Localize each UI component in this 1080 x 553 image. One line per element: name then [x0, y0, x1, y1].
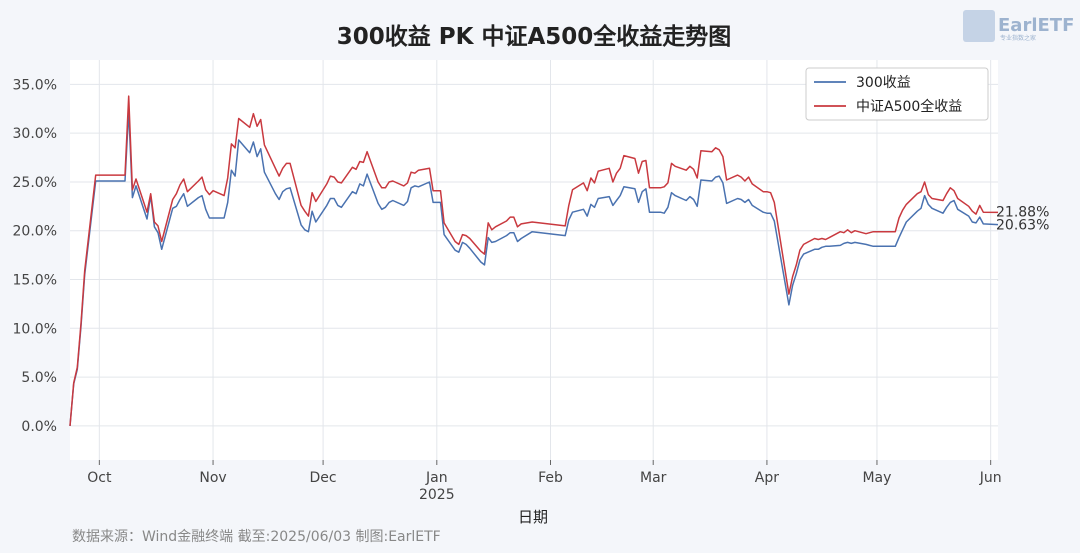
x-tick-sublabel: 2025	[419, 487, 455, 503]
logo-text: EarlETF	[998, 15, 1074, 36]
y-tick-label: 20.0%	[13, 224, 57, 240]
y-tick-label: 25.0%	[13, 175, 57, 191]
legend-label-2: 中证A500全收益	[856, 98, 962, 115]
x-tick-label: Apr	[755, 470, 779, 486]
y-tick-label: 0.0%	[21, 419, 57, 435]
series-end-label: 20.63%	[996, 217, 1049, 233]
x-tick-label: Nov	[199, 470, 226, 486]
x-axis-label: 日期	[518, 508, 548, 526]
x-tick-label: Dec	[310, 470, 337, 486]
plot-background	[70, 60, 998, 460]
y-axis: 0.0% 5.0% 10.0% 15.0% 20.0% 25.0% 30.0% 35.0%	[13, 77, 57, 434]
legend-label-1: 300收益	[856, 75, 911, 91]
x-tick-label: Mar	[640, 470, 667, 486]
logo-mark-icon	[963, 10, 995, 42]
x-tick-label: May	[862, 470, 891, 486]
chart-title: 300收益 PK 中证A500全收益走势图	[337, 23, 732, 50]
series-lines	[69, 95, 999, 426]
y-tick-label: 15.0%	[13, 273, 57, 289]
x-tick-label: Jan	[425, 470, 448, 486]
x-tick-label: Feb	[538, 470, 563, 486]
x-tick-label: Oct	[87, 470, 112, 486]
brand-logo: EarlETF 专业指数之家	[963, 10, 1074, 42]
plot-area	[69, 60, 999, 460]
x-tick-label: Jun	[979, 470, 1002, 486]
y-tick-label: 10.0%	[13, 321, 57, 337]
y-tick-label: 35.0%	[13, 77, 57, 93]
y-tick-label: 5.0%	[21, 370, 57, 386]
logo-subtitle: 专业指数之家	[1000, 34, 1036, 42]
end-labels: 21.88%20.63%	[996, 204, 1049, 233]
series-line-2	[69, 95, 999, 426]
grid-lines	[70, 60, 998, 460]
legend-box	[805, 67, 989, 121]
y-tick-label: 30.0%	[13, 126, 57, 142]
source-note: 数据来源：Wind金融终端 截至:2025/06/03 制图:EarlETF	[72, 529, 441, 545]
series-end-label: 21.88%	[996, 204, 1049, 220]
series-line-1	[69, 109, 999, 426]
